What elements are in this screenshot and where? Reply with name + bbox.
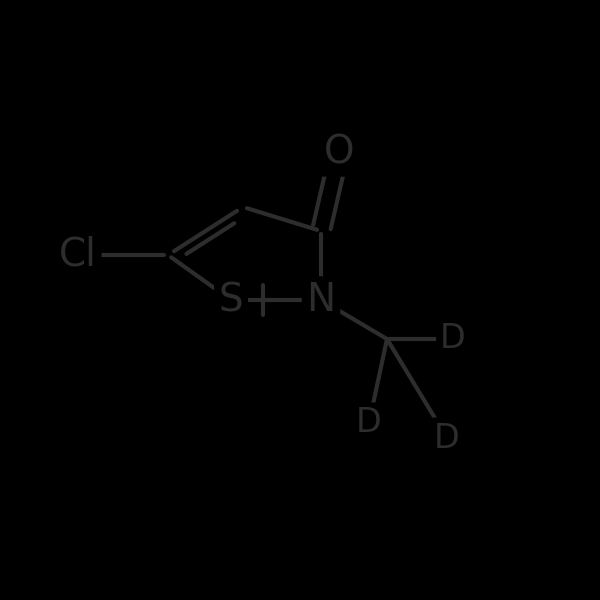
Text: D: D — [440, 323, 466, 355]
Text: O: O — [324, 134, 354, 172]
Text: D: D — [434, 421, 460, 455]
Text: D: D — [356, 407, 382, 439]
Text: S: S — [218, 281, 244, 319]
Text: Cl: Cl — [59, 236, 97, 274]
Text: N: N — [307, 281, 335, 319]
